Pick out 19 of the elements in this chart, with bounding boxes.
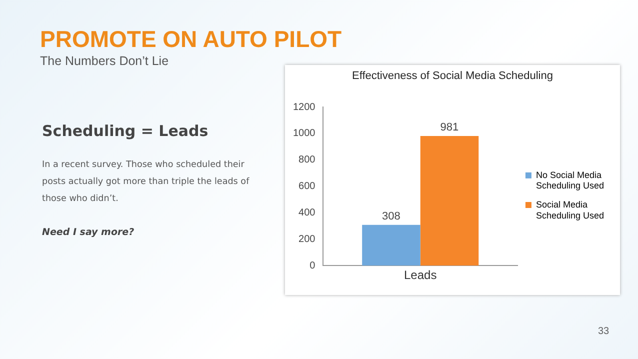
text: Effectiveness of Social Media Scheduling <box>351 70 554 82</box>
text: 33 <box>598 326 610 337</box>
text: Scheduling = Leads <box>42 122 208 140</box>
y-tick-label: 800 <box>298 154 316 166</box>
text: The Numbers Don’t Lie <box>40 54 169 68</box>
y-tick-label: 400 <box>298 207 316 218</box>
y-tick-label: 1000 <box>292 128 316 140</box>
y-tick-label: 600 <box>298 181 316 192</box>
y-tick-label: 200 <box>298 234 316 245</box>
y-tick-label: 0 <box>310 260 316 272</box>
data-label: 308 <box>382 210 400 222</box>
chart-title: PROMOTE ON AUTO PILOT <box>40 26 342 53</box>
y-tick-label: 1200 <box>292 102 316 113</box>
data-label: 981 <box>440 121 459 134</box>
x-tick-label: Leads <box>404 268 437 282</box>
legend-label: Social Media Scheduling Used <box>536 199 604 220</box>
text: In a recent survey. Those who scheduled their posts actually got more than triple the leads of those who didn’t. <box>42 159 250 206</box>
text: Need I say more? <box>42 227 134 238</box>
legend-label: No Social Media Scheduling Used <box>536 170 604 191</box>
